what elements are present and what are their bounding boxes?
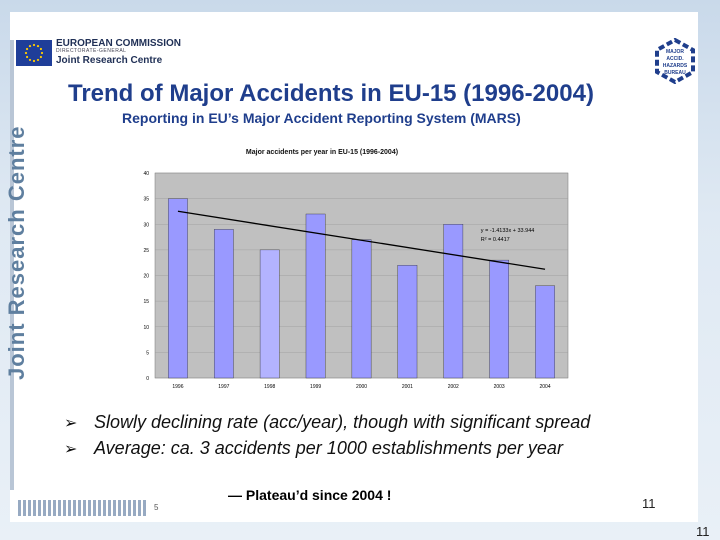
y-tick-label: 35 <box>143 197 149 203</box>
mahb-logo-line-2: ACCID. <box>666 56 684 62</box>
x-tick-label: 2001 <box>402 384 413 390</box>
y-tick-label: 40 <box>143 171 149 177</box>
org-unit: Joint Research Centre <box>56 54 163 66</box>
arrow-bullet-icon: ➢ <box>64 415 78 432</box>
bar-2001 <box>397 265 418 379</box>
eu-star <box>39 55 43 59</box>
bullet-item: ➢ Slowly declining rate (acc/year), thoug… <box>64 412 590 438</box>
slide-title: Trend of Major Accidents in EU-15 (1996-… <box>68 80 594 107</box>
y-tick-label: 30 <box>143 222 149 228</box>
eu-star <box>28 44 32 48</box>
eu-flag-logo <box>16 40 52 66</box>
y-tick-labels: 0 5 10 15 20 25 30 35 40 <box>143 171 149 382</box>
side-title: Joint Research Centre <box>4 125 29 380</box>
eu-star <box>28 58 32 62</box>
y-tick-label: 25 <box>143 248 149 254</box>
bar-1999 <box>305 213 326 379</box>
bullet-list: ➢ Slowly declining rate (acc/year), thoug… <box>64 412 590 464</box>
bar-1996 <box>168 198 188 379</box>
x-tick-label: 1997 <box>218 384 229 390</box>
mahb-logo: MAJOR ACCID. HAZARDS BUREAU <box>655 38 695 84</box>
x-tick-labels: 1996 1997 1998 1999 2000 2001 2002 2003 2004 <box>172 384 550 390</box>
eu-star <box>25 55 29 59</box>
y-tick-label: 15 <box>143 299 149 305</box>
eu-star <box>40 51 44 55</box>
slide-subtitle: Reporting in EU’s Major Accident Reporti… <box>122 110 521 126</box>
mahb-logo-line-4: BUREAU <box>664 70 686 76</box>
bar-1998 <box>259 249 280 379</box>
bullet-text: Average: ca. 3 accidents per 1000 establ… <box>94 438 563 458</box>
eu-star <box>36 58 40 62</box>
bar-2000 <box>351 239 372 379</box>
bar-2004 <box>535 285 555 379</box>
org-dg: DIRECTORATE-GENERAL <box>56 48 127 54</box>
trend-equation: y = -1.4133x + 33.944 <box>481 228 535 234</box>
footer-pattern <box>18 500 148 516</box>
chart-title: Major accidents per year in EU-15 (1996-… <box>246 149 398 156</box>
footer-small-number: 5 <box>154 503 159 512</box>
bars <box>168 198 555 379</box>
x-tick-label: 2003 <box>494 384 505 390</box>
eu-star <box>24 51 28 55</box>
eu-star <box>32 43 36 47</box>
x-tick-label: 1999 <box>310 384 321 390</box>
eu-star <box>39 47 43 51</box>
bullet-item: ➢ Average: ca. 3 accidents per 1000 estab… <box>64 438 590 464</box>
x-tick-label: 2002 <box>448 384 459 390</box>
x-tick-label: 1998 <box>264 384 275 390</box>
eu-star <box>25 47 29 51</box>
eu-star <box>36 44 40 48</box>
bullet-text: Slowly declining rate (acc/year), though… <box>94 412 591 432</box>
x-tick-label: 2000 <box>356 384 367 390</box>
bottom-slide-number: 11 <box>696 524 710 539</box>
x-tick-label: 1996 <box>172 384 183 390</box>
org-block: EUROPEAN COMMISSION DIRECTORATE-GENERAL … <box>56 38 181 66</box>
bar-1997 <box>213 229 234 379</box>
y-tick-label: 5 <box>146 350 149 356</box>
mahb-logo-line-1: MAJOR <box>666 49 684 55</box>
bar-2002 <box>443 224 464 379</box>
y-tick-label: 20 <box>143 274 149 280</box>
eu-star <box>32 59 36 63</box>
arrow-bullet-icon: ➢ <box>64 441 78 458</box>
org-name: EUROPEAN COMMISSION <box>56 38 182 49</box>
side-divider <box>10 40 14 490</box>
page-number: 11 <box>642 496 656 511</box>
trend-r-squared: R² = 0.4417 <box>481 237 510 243</box>
trendline <box>177 210 546 270</box>
y-tick-label: 10 <box>143 325 149 331</box>
eu-stars-icon <box>24 43 44 63</box>
x-tick-label: 2004 <box>539 384 550 390</box>
y-tick-label: 0 <box>146 376 149 382</box>
mahb-logo-line-3: HAZARDS <box>663 63 688 69</box>
bar-chart: Major accidents per year in EU-15 (1996-… <box>143 149 569 390</box>
bar-2003 <box>489 259 510 379</box>
plateau-note: — Plateau’d since 2004 ! <box>228 487 392 503</box>
